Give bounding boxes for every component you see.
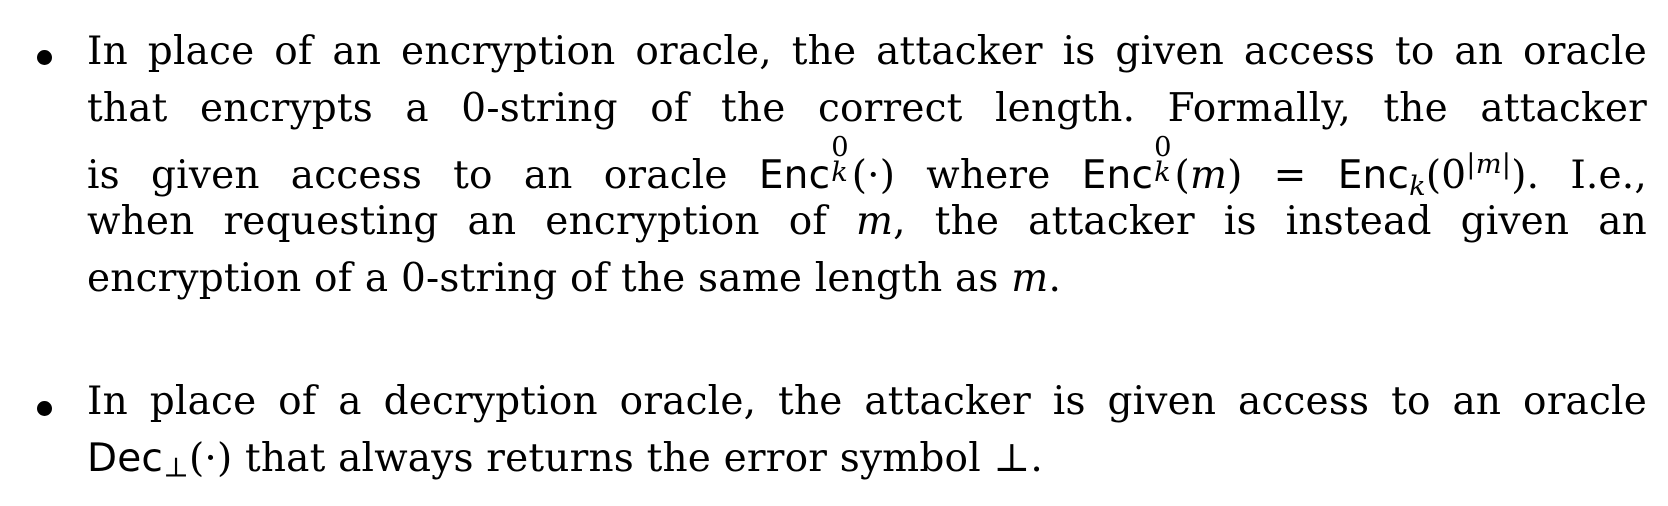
text-segment: encryption of a 0-string of the same len…	[87, 256, 1012, 301]
equals-sign: =	[1242, 153, 1338, 198]
text-segment: when requesting an encryption of	[87, 199, 856, 244]
argument-close: ).	[1511, 153, 1540, 198]
oracle-argument: (·)	[851, 153, 896, 198]
paren: (	[1174, 153, 1190, 198]
math-variable: m	[855, 199, 894, 244]
text-segment: .	[1048, 256, 1062, 301]
argument-open: (0	[1425, 153, 1467, 198]
enc-zero-function: Enc	[1081, 153, 1154, 198]
text-line-formula: is given access to an oracle Enc 0 k (·) wh…	[87, 134, 1648, 202]
text-segment: , the attacker is instead given an	[893, 199, 1647, 244]
superscript: 0	[831, 132, 849, 163]
subscript: ⊥	[163, 452, 189, 484]
bullet-dot	[37, 50, 52, 65]
enc-zero-oracle: Enc	[758, 153, 831, 198]
text-line: Dec⊥(·) that always returns the error sy…	[87, 429, 1043, 489]
text-segment: is given access to an oracle	[87, 153, 759, 198]
superscript: 0	[1154, 132, 1172, 163]
text-line: that encrypts a 0-string of the correct …	[87, 86, 1647, 131]
text-segment: I.e.,	[1539, 153, 1648, 198]
subscript: k	[1154, 156, 1171, 188]
text-line: In place of an encryption oracle, the at…	[87, 29, 1647, 74]
math-variable: m	[1011, 256, 1049, 301]
oracle-argument: (·)	[188, 436, 233, 481]
paren: )	[1227, 153, 1243, 198]
subscript: k	[831, 156, 848, 188]
superscript-length: |m|	[1466, 149, 1512, 180]
dec-bottom-oracle: Dec	[87, 436, 164, 481]
math-variable: m	[1189, 153, 1228, 198]
enc-function: Enc	[1337, 153, 1410, 198]
text-line: when requesting an encryption of m, the …	[87, 192, 1647, 252]
text-segment: that always returns the error symbol ⊥.	[232, 436, 1043, 481]
text-line: In place of a decryption oracle, the att…	[87, 379, 1647, 424]
text-line: encryption of a 0-string of the same len…	[87, 249, 1061, 309]
text-segment: where	[895, 153, 1082, 198]
subscript: k	[1409, 170, 1426, 202]
bullet-dot	[37, 401, 52, 416]
